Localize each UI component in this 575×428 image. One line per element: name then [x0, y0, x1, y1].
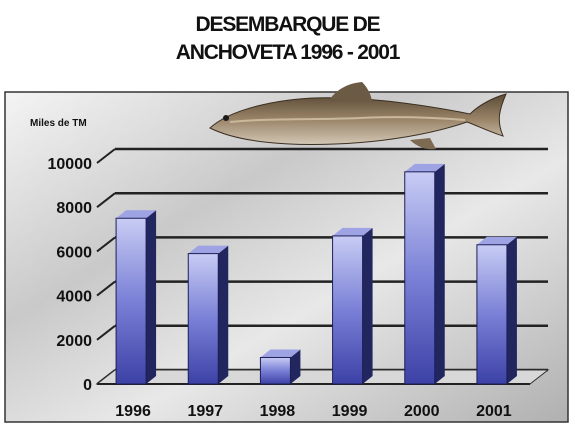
bar-front	[404, 171, 436, 385]
y-tick-label: 0	[83, 377, 92, 394]
bar-top	[260, 349, 301, 358]
x-tick-label: 2000	[404, 403, 440, 420]
gridline-depth	[96, 148, 116, 164]
bar-2000	[404, 163, 445, 385]
y-axis-label: Miles de TM	[30, 118, 87, 129]
bar-top	[404, 163, 445, 172]
x-tick-label: 1999	[332, 403, 368, 420]
x-tick-label: 1997	[187, 403, 223, 420]
x-tick-label: 1998	[260, 403, 296, 420]
y-tick-label: 6000	[56, 244, 92, 261]
chart-title-line-1: DESEMBARQUE DE	[195, 13, 381, 36]
x-tick-label: 2001	[476, 403, 512, 420]
gridline-depth	[96, 192, 116, 208]
bar-1997	[187, 245, 229, 385]
bar-front	[187, 253, 219, 385]
x-tick-label: 1996	[115, 403, 151, 420]
gridline-depth	[96, 325, 116, 341]
x-axis-ticks: 1996 1997 1998 1999 2000 2001	[115, 403, 512, 420]
bar-top	[332, 227, 373, 236]
y-tick-label: 4000	[56, 289, 92, 306]
bars	[115, 163, 517, 385]
bar-front	[332, 235, 364, 385]
chart-title-line-2: ANCHOVETA 1996 - 2001	[175, 41, 401, 64]
y-axis-ticks: 0 2000 4000 6000 8000 10000	[48, 156, 93, 394]
bar-side	[506, 236, 517, 384]
anchovy-fish-image	[209, 82, 507, 150]
bar-front	[115, 217, 147, 385]
bar-top	[476, 236, 517, 245]
bar-2001	[476, 236, 517, 385]
bar-side	[218, 245, 229, 384]
bar-top	[188, 245, 229, 254]
bar-1999	[332, 227, 373, 385]
bar-front	[476, 244, 508, 385]
bar-side	[362, 227, 373, 384]
y-tick-label: 8000	[56, 200, 92, 217]
bar-top	[116, 210, 157, 219]
gridline-depth	[96, 280, 116, 297]
bar-1998	[259, 349, 301, 385]
bar-1996	[115, 210, 157, 385]
gridline-depth	[96, 236, 116, 253]
bar-side	[146, 210, 157, 384]
bar-side	[434, 163, 445, 384]
y-tick-label: 10000	[48, 156, 93, 173]
bar-side	[290, 349, 301, 384]
y-tick-label: 2000	[56, 333, 92, 350]
bar-front	[259, 356, 291, 385]
